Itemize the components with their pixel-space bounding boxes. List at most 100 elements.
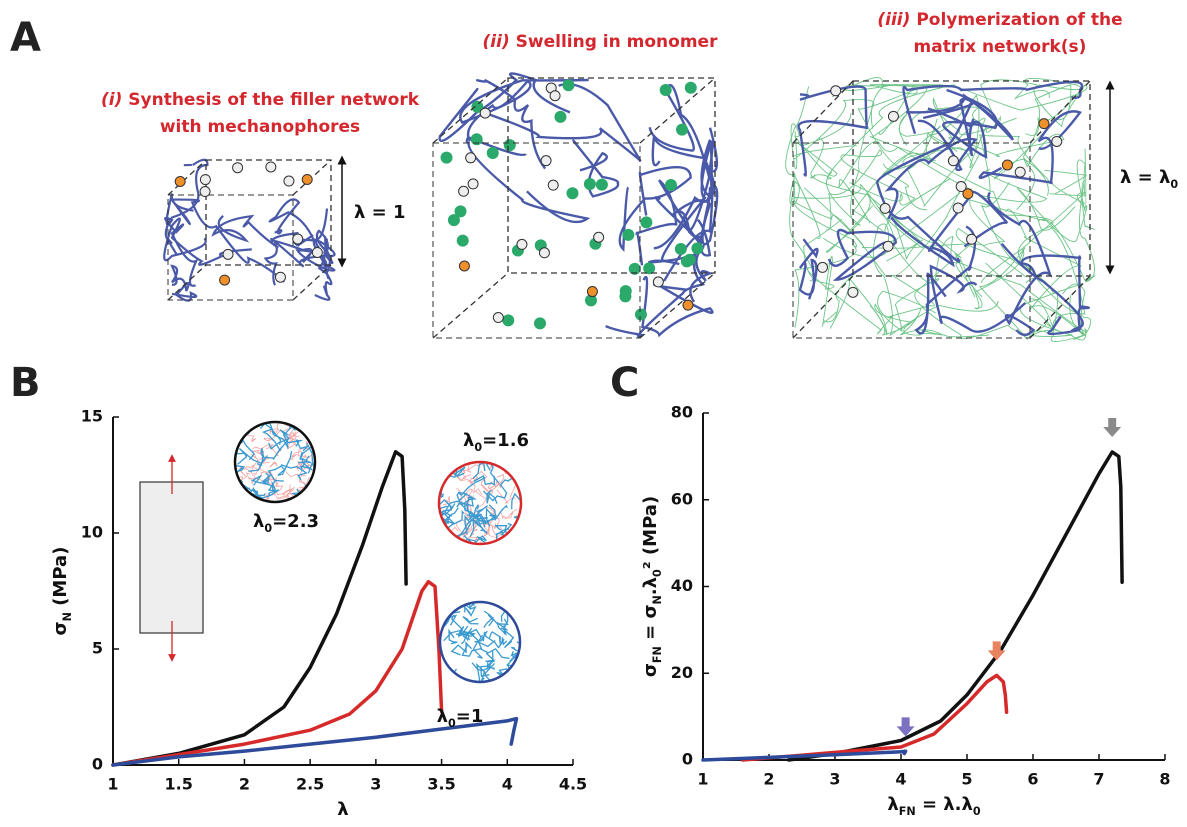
disc-chain [496,621,508,637]
crosslink [265,161,277,173]
polymer-chain [211,214,299,249]
y-tick-label: 0 [682,750,693,769]
cube-edge [167,159,207,196]
polymer-chain [902,79,1038,169]
disc-chain [487,480,495,491]
disc-chain [250,472,271,486]
crosslink [458,260,470,272]
y-axis-label-part: FN [651,646,664,663]
crosslink [952,202,964,214]
step-title: with mechanophores [160,117,360,137]
step-text: Swelling in monomer [516,32,718,52]
disc-chain [244,422,261,426]
polymer-chain [653,139,719,250]
curve-label-part: 0 [264,522,272,535]
monomer [470,133,483,146]
cube-front [167,194,294,301]
crosslink [879,202,891,214]
disc-chain [467,528,478,539]
polymer-chain [1014,78,1086,128]
cube-edge [167,264,207,301]
y-tick-label: 5 [92,639,103,658]
cube-edge [792,80,854,144]
x-tick-label: 8 [1159,770,1170,789]
crosslink [947,155,959,167]
y-tick-label: 10 [81,523,103,542]
disc-chain [439,526,445,542]
monomer [502,314,515,327]
disc-chain [458,476,486,496]
panel-letter: A [10,15,41,61]
polymer-chain [465,135,591,224]
polymer-chain [929,264,1027,333]
cube-front [432,142,641,339]
disc-chain [300,422,315,427]
disc-chain [269,477,277,486]
y-tick-label: 15 [81,407,103,426]
disc-chain [506,650,518,669]
disc-chain [488,512,499,529]
disc-chain [510,646,520,660]
disc-chain [308,422,315,427]
polymer-chain [876,101,974,263]
x-tick-label: 2.5 [296,775,324,794]
x-tick-label: 1.5 [165,775,193,794]
crosslink [962,188,974,200]
x-tick-label: 1 [697,770,708,789]
polymer-chain [459,78,589,142]
cube-front [792,142,1031,339]
polymer-chain [803,218,843,327]
series-line [701,749,908,762]
curve-label-part: =1.6 [482,430,529,451]
polymer-chain [914,225,977,335]
crosslink [274,271,286,283]
disc-chain [468,511,479,538]
disc-chain [272,429,290,460]
monomer [683,253,696,266]
x-axis-label-part: 0 [973,805,981,818]
curve-label: λ0=1.6 [463,430,529,454]
polymer-chain [605,215,706,338]
crosslink [283,175,295,187]
monomer [447,214,460,227]
stretch-label: λ = λ0 [1120,167,1178,191]
crosslink [547,179,559,191]
disc-chain [474,630,488,643]
crosslink [199,174,211,186]
series-line [111,450,408,767]
crosslink [887,110,899,122]
disc-chain [473,474,496,486]
y-axis-label-part: ² (MPa) [640,496,661,569]
crosslink [966,233,978,245]
polymer-chain [314,266,333,301]
curve-label-part: =2.3 [272,511,319,532]
crosslink [652,276,664,288]
x-tick-label: 7 [1093,770,1104,789]
x-axis-label: λFN = λ.λ0 [887,794,981,818]
disc-chain [450,641,473,656]
disc-chain [461,625,476,641]
cube-edge [292,264,332,301]
disc-chain [482,483,508,502]
y-tick-label: 20 [671,663,693,682]
monomer [640,216,653,229]
crosslink [232,162,244,174]
polymer-chain [1016,187,1088,254]
disc-chain [477,507,497,527]
disc-chain [448,628,458,645]
failure-arrow [987,641,1006,661]
x-tick-label: 4 [895,770,906,789]
disc-chain [483,614,495,628]
cube-edge [1029,80,1091,144]
y-tick-label: 80 [671,403,693,422]
disc-chain [447,602,457,608]
disc-chain [280,464,308,481]
polymer-chain [882,113,942,211]
y-axis-label: σFN = σN.λ0² (MPa) [640,496,664,677]
x-axis-label-part: FN [899,805,916,818]
disc-chain [261,422,282,452]
disc-border [233,420,317,504]
x-tick-label: 3 [370,775,381,794]
disc-chain [515,653,520,678]
crosslink [538,247,550,259]
